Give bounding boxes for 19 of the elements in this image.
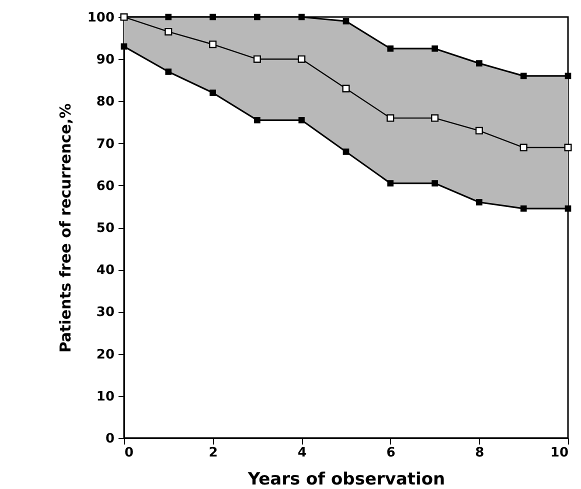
y-tick-label: 60 (96, 178, 114, 194)
x-tick-label: 10 (550, 446, 568, 460)
x-tick-label: 4 (298, 446, 307, 460)
x-tick-label: 6 (386, 446, 396, 460)
y-tick-label: 20 (96, 347, 114, 362)
y-tick-label: 10 (96, 389, 114, 404)
y-tick-label: 90 (96, 52, 114, 68)
y-tick-label: 30 (96, 305, 114, 320)
y-tick-label: 100 (87, 10, 114, 26)
y-tick-label: 80 (96, 94, 114, 110)
y-tick-label: 0 (105, 432, 114, 446)
x-tick-label: 8 (475, 446, 484, 460)
y-tick-label: 50 (96, 221, 114, 236)
y-tick-label: 40 (96, 263, 114, 278)
x-axis-title: Years of observation (246, 470, 446, 489)
y-tick-label: 70 (96, 136, 114, 152)
x-tick-label: 0 (124, 446, 134, 460)
x-tick-label: 2 (208, 446, 218, 460)
y-axis-title: Patients free of recurrence,% (56, 103, 74, 353)
